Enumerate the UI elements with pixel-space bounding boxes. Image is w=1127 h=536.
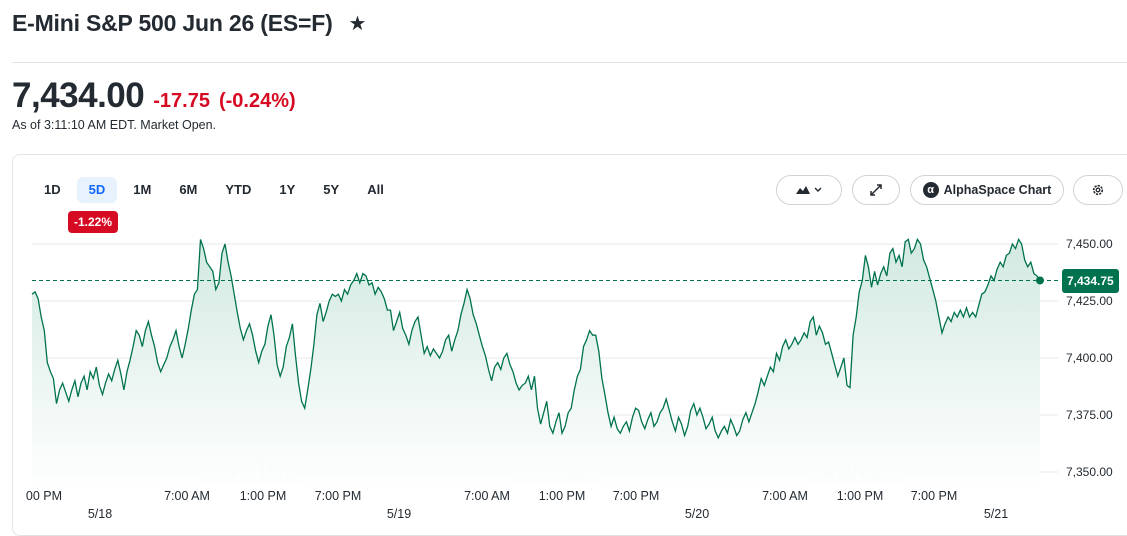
- price-change: -17.75: [153, 90, 210, 112]
- date-label: 5/18: [88, 507, 112, 521]
- tab-1d[interactable]: 1D: [44, 182, 61, 197]
- divider: [12, 62, 1127, 63]
- settings-button[interactable]: [1073, 175, 1123, 205]
- mountain-chart-icon: [796, 186, 822, 194]
- tab-all[interactable]: All: [367, 182, 384, 197]
- date-label: 5/21: [984, 507, 1008, 521]
- tab-6m[interactable]: 6M: [179, 182, 198, 197]
- current-price-dot: [1036, 276, 1044, 285]
- gear-icon: [1092, 184, 1104, 196]
- chart-type-button[interactable]: [776, 175, 842, 205]
- expand-button[interactable]: [852, 175, 900, 205]
- x-tick-label: 1:00 PM: [539, 489, 586, 503]
- tab-5d[interactable]: 5D: [76, 177, 118, 203]
- x-tick-label: 7:00 AM: [164, 489, 210, 503]
- price-change-percent: (-0.24%): [218, 90, 296, 112]
- alphaspace-label: AlphaSpace Chart: [943, 183, 1052, 197]
- y-tick-label: 7,400.00: [1066, 351, 1113, 365]
- date-label: 5/20: [685, 507, 709, 521]
- y-tick-label: 7,425.00: [1066, 294, 1113, 308]
- x-tick-label: 00 PM: [26, 489, 62, 503]
- alphaspace-chart-button[interactable]: α AlphaSpace Chart: [910, 175, 1064, 205]
- x-tick-label: 1:00 PM: [837, 489, 884, 503]
- range-tabs: 1D 5D 1M 6M YTD 1Y 5Y All: [32, 177, 400, 203]
- x-tick-label: 7:00 PM: [315, 489, 362, 503]
- star-icon[interactable]: ★: [348, 12, 367, 35]
- as-of-text: As of 3:11:10 AM EDT. Market Open.: [12, 118, 217, 132]
- tab-ytd[interactable]: YTD: [225, 182, 252, 197]
- price: 7,434.00: [12, 76, 145, 115]
- y-tick-label: 7,350.00: [1066, 465, 1113, 479]
- page-title: E-Mini S&P 500 Jun 26 (ES=F): [12, 10, 333, 36]
- title-row: E-Mini S&P 500 Jun 26 (ES=F) ★: [12, 10, 366, 37]
- x-tick-label: 1:00 PM: [240, 489, 287, 503]
- alphaspace-logo-icon: α: [922, 182, 939, 198]
- quote-row: 7,434.00 -17.75 (-0.24%): [12, 76, 296, 116]
- x-tick-label: 7:00 AM: [762, 489, 808, 503]
- tab-1y[interactable]: 1Y: [279, 182, 296, 197]
- expand-icon: [870, 184, 882, 196]
- x-tick-label: 7:00 AM: [464, 489, 510, 503]
- current-price-label: 7,434.75: [1062, 269, 1119, 293]
- x-tick-label: 7:00 PM: [911, 489, 958, 503]
- price-line: [31, 237, 1041, 440]
- date-label: 5/19: [387, 507, 411, 521]
- y-tick-label: 7,450.00: [1066, 237, 1113, 251]
- price-area: [32, 239, 1040, 490]
- tab-5y[interactable]: 5Y: [323, 182, 340, 197]
- period-change-badge: -1.22%: [68, 211, 119, 233]
- y-tick-label: 7,375.00: [1066, 408, 1113, 422]
- tab-1m[interactable]: 1M: [133, 182, 152, 197]
- x-tick-label: 7:00 PM: [613, 489, 660, 503]
